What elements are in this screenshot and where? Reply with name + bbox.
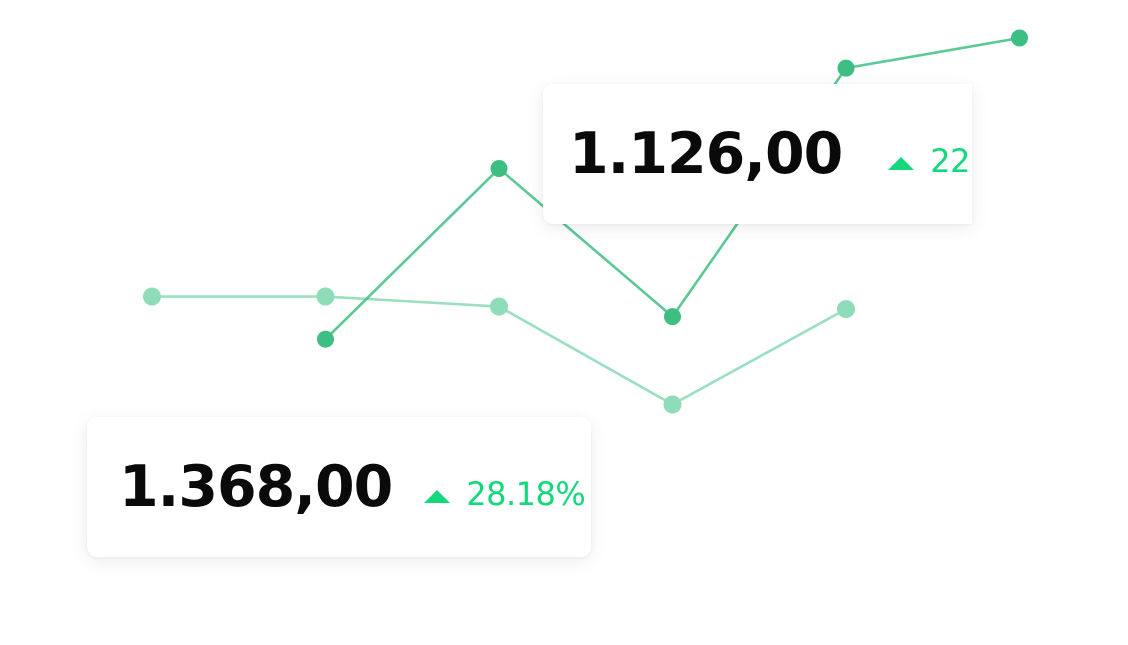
card-b-delta-text: 22.18% <box>930 142 972 180</box>
primary-series-point <box>837 59 855 77</box>
up-triangle-icon <box>424 489 451 503</box>
secondary-series-point <box>316 287 335 306</box>
card-a-delta-text: 28.18% <box>466 475 586 513</box>
secondary-series-layer <box>143 287 855 414</box>
card-a-value: 1.368,00 <box>119 453 393 520</box>
primary-series-point <box>317 330 334 348</box>
value-card-b: 1.126,00 22.18% <box>543 84 972 224</box>
up-triangle-icon <box>888 156 915 170</box>
primary-series-point <box>1011 29 1028 47</box>
secondary-series-point <box>143 287 161 306</box>
secondary-series-point <box>837 300 855 319</box>
secondary-series-point <box>663 395 682 414</box>
primary-series-point <box>490 160 508 178</box>
card-b-delta: 22.18% <box>888 145 972 177</box>
card-b-value: 1.126,00 <box>569 120 843 187</box>
secondary-series-point <box>490 297 508 316</box>
card-a-delta: 28.18% <box>424 475 586 513</box>
primary-series-layer <box>317 29 1028 348</box>
value-card-a: 1.368,00 28.18% <box>87 417 591 557</box>
primary-series-point <box>664 308 681 326</box>
